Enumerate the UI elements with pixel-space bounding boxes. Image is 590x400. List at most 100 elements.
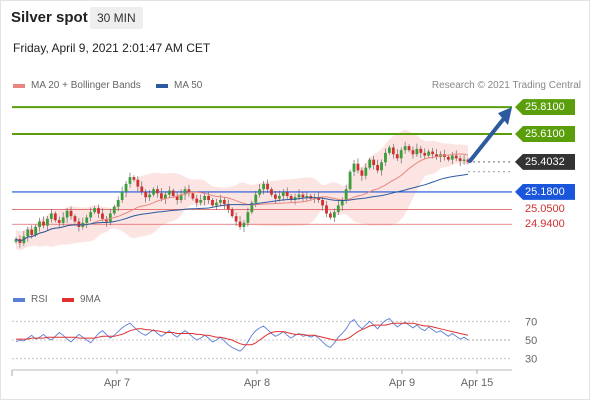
ma50-line (15, 173, 469, 242)
candle-body-77 (317, 197, 321, 200)
candle-body-72 (297, 194, 301, 198)
candle-body-73 (301, 194, 305, 198)
candle-body-52 (218, 200, 222, 203)
candle-body-53 (222, 200, 226, 205)
candle-body-21 (97, 208, 100, 214)
candle-body-15 (73, 216, 77, 222)
candle-body-20 (93, 208, 97, 213)
candle-body-35 (152, 189, 155, 195)
candle-body-13 (65, 210, 69, 218)
timeframe-badge[interactable]: 30 MIN (90, 7, 143, 29)
candle-body-46 (195, 198, 199, 203)
legend-ma9: 9MA (62, 294, 101, 305)
rsi-level-label-50: 50 (525, 335, 537, 347)
legend-rsi-swatch (13, 297, 25, 302)
candle-body-25 (112, 206, 116, 214)
page-title: Silver spot (11, 9, 88, 26)
candle-body-18 (85, 217, 89, 223)
candle-body-31 (136, 179, 140, 187)
candle-body-58 (242, 222, 246, 227)
candle-body-66 (274, 194, 277, 199)
candle-body-106 (431, 151, 435, 155)
candle-body-29 (128, 177, 132, 184)
candle-body-40 (171, 190, 175, 196)
projection-arrow-head (498, 107, 512, 126)
candle-body-79 (325, 205, 328, 214)
candle-body-67 (277, 195, 281, 199)
projection-arrow-shaft (468, 115, 507, 163)
candle-body-103 (419, 148, 423, 153)
copyright-text: Research © 2021 Trading Central (431, 80, 581, 91)
candle-body-70 (289, 195, 293, 200)
candle-body-47 (199, 200, 203, 203)
candle-body-92 (376, 165, 379, 171)
candle-body-96 (391, 147, 395, 155)
candle-body-104 (423, 152, 427, 156)
legend-ma20-swatch (13, 83, 25, 88)
candle-body-23 (105, 218, 108, 222)
candle-body-82 (336, 205, 340, 213)
candle-body-43 (183, 189, 187, 195)
level-label-24.9400: 24.9400 (525, 218, 565, 231)
candle-body-86 (352, 163, 356, 172)
candle-body-100 (407, 146, 411, 151)
candle-body-28 (124, 183, 128, 192)
rsi-line (15, 317, 469, 352)
candle-body-61 (254, 194, 258, 203)
candle-body-36 (156, 189, 159, 194)
candle-body-37 (160, 193, 163, 199)
candle-body-99 (403, 146, 407, 151)
candle-body-3 (26, 229, 30, 237)
candle-body-49 (207, 195, 210, 200)
candle-body-30 (132, 177, 136, 180)
candle-body-51 (215, 202, 218, 206)
candle-body-26 (116, 200, 120, 207)
candle-body-94 (384, 152, 387, 163)
candle-body-78 (321, 200, 324, 206)
candle-body-0 (14, 239, 18, 242)
candle-body-85 (348, 171, 352, 190)
bollinger-band (16, 129, 468, 251)
candle-body-88 (360, 170, 364, 176)
candle-body-65 (270, 189, 273, 195)
rsi-level-label-70: 70 (525, 316, 537, 328)
candle-body-11 (57, 220, 61, 223)
candle-body-59 (246, 212, 250, 223)
candle-body-93 (380, 162, 383, 171)
x-tick-label-3: Apr 15 (461, 377, 493, 389)
candle-body-89 (364, 167, 368, 176)
candle-body-107 (435, 154, 438, 157)
candle-body-41 (175, 195, 179, 200)
legend-rsi: RSI (13, 294, 48, 305)
rsi-ma9-line (16, 322, 469, 346)
candle-body-90 (368, 159, 372, 168)
candle-body-87 (356, 163, 360, 171)
candle-body-32 (140, 186, 144, 192)
candle-body-114 (462, 159, 466, 161)
level-label-25.0500: 25.0500 (525, 203, 565, 216)
candle-body-7 (42, 221, 45, 226)
candle-body-113 (458, 158, 462, 161)
legend-ma50: MA 50 (156, 80, 202, 91)
candle-body-4 (30, 229, 34, 235)
candle-body-98 (399, 150, 403, 159)
x-tick-label-0: Apr 7 (104, 377, 130, 389)
candle-body-54 (226, 204, 230, 210)
candle-body-63 (262, 183, 266, 190)
candle-body-24 (108, 213, 112, 222)
candle-body-9 (49, 213, 53, 219)
datetime-label: Friday, April 9, 2021 2:01:47 AM CET (13, 41, 211, 55)
candle-body-105 (427, 151, 431, 156)
candle-body-5 (34, 226, 38, 235)
candle-body-27 (120, 191, 124, 200)
candle-body-44 (187, 189, 191, 194)
candle-body-48 (203, 195, 207, 200)
candle-body-83 (340, 200, 344, 206)
candle-body-22 (101, 213, 104, 219)
rsi-level-label-30: 30 (525, 354, 537, 366)
candle-body-60 (250, 202, 254, 213)
level-label-25.4032: 25.4032 (515, 153, 575, 170)
candle-body-39 (167, 190, 171, 195)
candle-body-97 (395, 154, 399, 159)
